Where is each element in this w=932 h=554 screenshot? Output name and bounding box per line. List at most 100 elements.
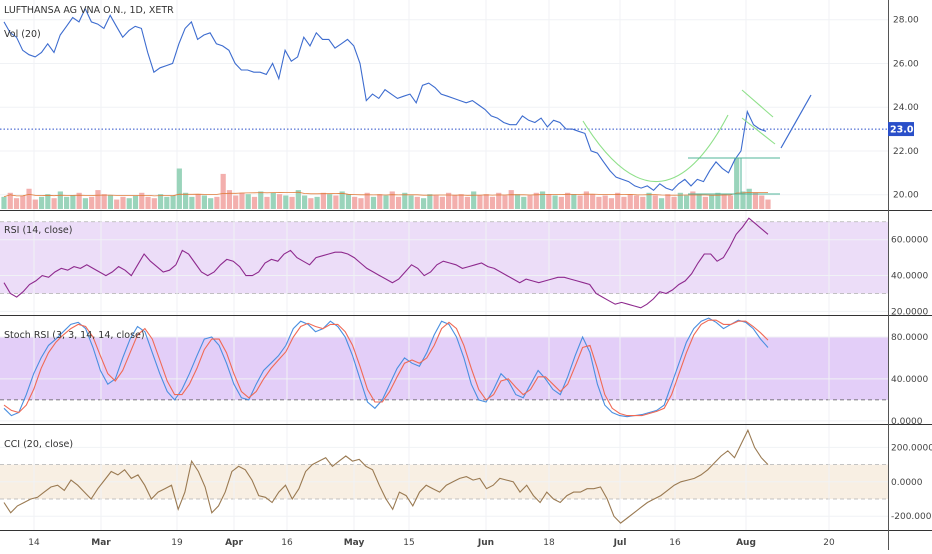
volume-bar: [402, 192, 408, 209]
volume-bar: [370, 196, 377, 209]
stoch-title: Stoch RSI (3, 3, 14, 14, close): [4, 330, 145, 341]
volume-bar: [170, 195, 176, 209]
volume-bar: [602, 195, 608, 209]
volume-bar: [251, 196, 258, 209]
volume-bar: [514, 194, 521, 209]
volume-bar: [727, 195, 734, 209]
x-axis-tick-label: Apr: [225, 538, 243, 548]
x-axis-tick-label: May: [344, 538, 365, 548]
volume-bar: [89, 196, 95, 209]
volume-bar: [765, 199, 771, 209]
volume-bar: [477, 195, 483, 209]
volume-bar: [208, 198, 214, 209]
volume-bar: [452, 195, 458, 209]
volume-bar: [7, 192, 13, 209]
volume-bar: [683, 195, 690, 209]
volume-bar: [64, 196, 70, 209]
stoch-line-d: [3, 319, 769, 417]
price-axis-tick-label: 20.00: [893, 191, 919, 201]
volume-bar: [696, 194, 702, 209]
volume-bar: [264, 196, 270, 209]
price-axis-tick-label: 24.00: [893, 103, 919, 113]
volume-bar: [289, 196, 295, 209]
volume-bar: [327, 194, 333, 209]
cci-line: [3, 428, 769, 524]
volume-bar: [577, 195, 583, 209]
volume-bar: [20, 195, 26, 209]
volume-bar: [358, 198, 364, 209]
volume-bar: [590, 194, 596, 209]
volume-bar: [295, 190, 301, 209]
volume-bar: [571, 194, 577, 209]
volume-bar: [132, 195, 139, 209]
volume-bar: [339, 191, 345, 209]
volume-bar: [45, 194, 51, 209]
price-line: [3, 7, 767, 192]
volume-bar: [283, 195, 289, 209]
volume-bar: [552, 195, 558, 209]
volume-bar: [82, 198, 89, 209]
volume-bar: [658, 198, 665, 209]
volume-bar: [433, 195, 439, 209]
volume-bar: [233, 195, 239, 209]
volume-bar: [120, 196, 126, 209]
volume-bar: [195, 194, 201, 209]
volume-bar: [427, 194, 433, 209]
volume-bar: [145, 196, 151, 209]
volume-bar: [226, 190, 233, 209]
volume-bar: [702, 196, 708, 209]
volume-bar: [314, 196, 320, 209]
volume-bar: [489, 196, 496, 209]
price-axis-tick-label: 26.00: [893, 59, 919, 69]
cci-title: CCI (20, close): [4, 439, 73, 450]
volume-bar: [157, 194, 164, 209]
rsi-axis-tick-label: 60.0000: [891, 236, 928, 246]
flag-lower-line[interactable]: [741, 117, 776, 145]
volume-bar: [471, 191, 477, 209]
volume-bar: [301, 195, 308, 209]
volume-bar: [502, 195, 508, 209]
volume-bar: [183, 192, 189, 209]
volume-ma-line: [3, 191, 769, 198]
x-axis-tick-label: 15: [403, 538, 414, 548]
volume-bar: [558, 196, 564, 209]
volume-bar: [439, 196, 445, 209]
cup-pattern-curve[interactable]: [582, 114, 729, 183]
volume-bar: [26, 188, 32, 209]
volume-bar: [746, 188, 752, 209]
flag-upper-line[interactable]: [741, 89, 774, 118]
volume-bar: [320, 192, 326, 209]
volume-bar: [715, 192, 721, 209]
x-axis-tick-label: Mar: [91, 538, 111, 548]
volume-bar: [308, 198, 314, 209]
volume-bar: [220, 173, 226, 209]
volume-bar: [51, 198, 57, 209]
volume-bar: [1, 196, 7, 209]
volume-bar: [151, 198, 157, 209]
volume-bar: [752, 192, 759, 209]
volume-bar: [533, 192, 539, 209]
volume-bar: [126, 198, 132, 209]
projection-line[interactable]: [780, 94, 812, 149]
rsi-axis-tick-label: 40.0000: [891, 272, 928, 282]
volume-bar: [395, 196, 402, 209]
volume-bar: [38, 196, 45, 209]
volume-bar: [508, 190, 514, 209]
volume-bar: [464, 196, 471, 209]
chart-title: LUFTHANSA AG VNA O.N., 1D, XETR: [4, 5, 174, 16]
volume-bar: [176, 168, 182, 209]
volume-bar: [76, 192, 82, 209]
volume-bar: [201, 195, 207, 209]
volume-bar: [32, 199, 38, 209]
volume-bar: [245, 194, 251, 209]
volume-label: Vol (20): [4, 29, 41, 40]
cci-axis-tick-label: 200.0000: [891, 443, 932, 453]
price-tag-box: [888, 122, 914, 137]
price-tag-label: 23.00: [890, 125, 920, 136]
rsi-line: [3, 217, 769, 309]
stoch-axis-tick-label: 80.0000: [891, 333, 928, 343]
volume-bar: [377, 194, 383, 209]
volume-bar: [420, 198, 427, 209]
